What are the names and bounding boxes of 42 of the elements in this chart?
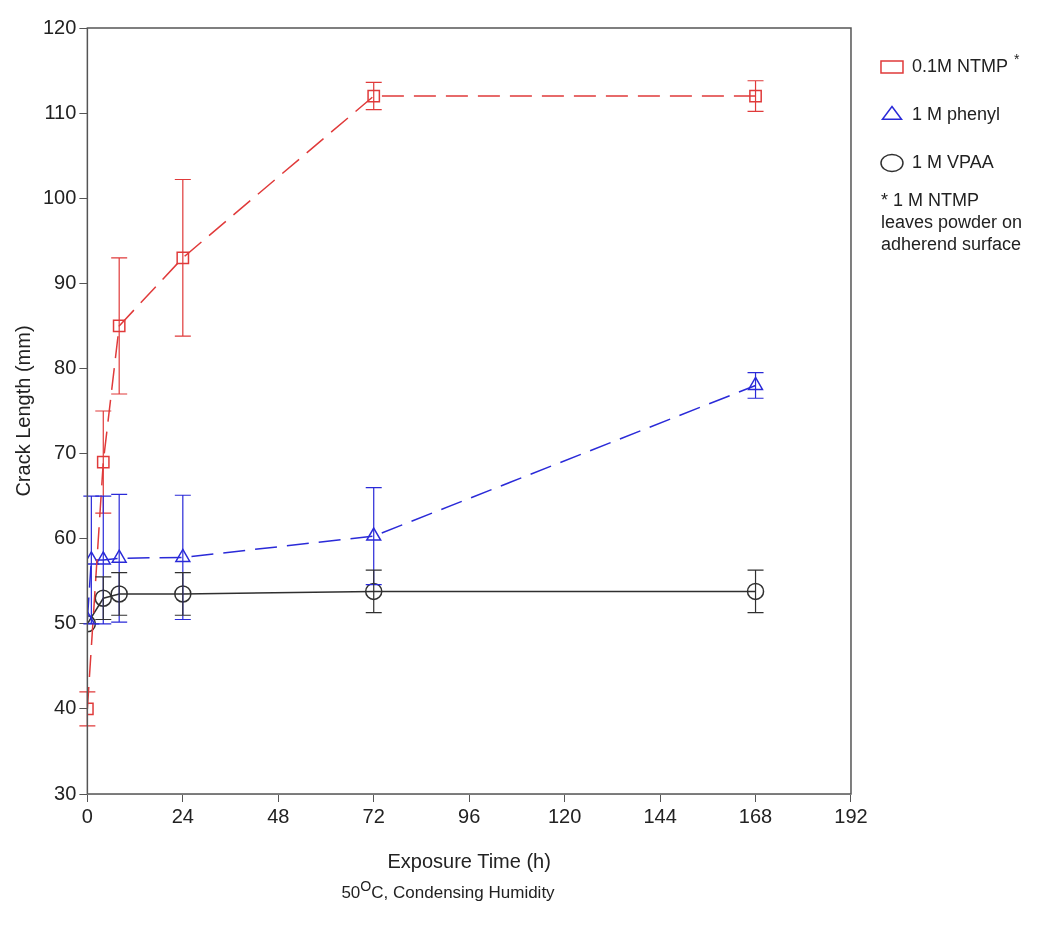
point (176, 251, 190, 265)
text: * 1 M NTMP leaves powder on adherend surface (880, 189, 1023, 254)
y-tick-label: 30 (54, 781, 77, 804)
point (366, 527, 382, 541)
y-axis-title: Crack Length (mm) (11, 325, 34, 497)
point (95, 551, 111, 565)
x-tick-label: 0 (81, 804, 93, 827)
legend-label: 1 M phenyl (911, 103, 1001, 124)
point (175, 548, 191, 563)
y-tick-label: 80 (54, 355, 77, 378)
y-tick-label: 70 (54, 441, 77, 464)
y-tick-label: 120 (42, 15, 77, 38)
legend-label: 0.1M NTMP (911, 55, 1008, 76)
point (367, 89, 381, 103)
point (94, 589, 113, 607)
x-tick-label: 24 (171, 804, 194, 827)
x-tick-label: 168 (738, 804, 773, 827)
x-tick-label: 192 (834, 804, 868, 827)
y-tick-label: 100 (42, 185, 77, 208)
point (174, 585, 192, 603)
y-tick-label: 40 (54, 696, 77, 719)
point (749, 89, 762, 103)
text: 50$^{O}$C, Condensing Humidity (340, 878, 556, 903)
x-tick-label: 120 (547, 804, 582, 827)
text: * (1014, 50, 1020, 67)
x-tick-label: 96 (458, 804, 481, 827)
x-tick-label: 48 (267, 804, 290, 827)
point (747, 376, 764, 391)
point (111, 549, 127, 563)
legend-label: 1 M VPAA (911, 151, 994, 172)
point (110, 585, 128, 603)
y-tick-label: 60 (54, 526, 77, 549)
point (96, 455, 110, 469)
point (112, 319, 126, 333)
y-tick-label: 90 (54, 270, 77, 293)
y-tick-label: 110 (44, 100, 77, 123)
x-tick-label: 72 (362, 804, 385, 827)
x-tick-label: 144 (643, 804, 677, 827)
point (364, 582, 383, 601)
x-axis-title: Exposure Time (h) (387, 849, 551, 872)
point (746, 582, 765, 601)
y-tick-label: 50 (54, 611, 77, 634)
